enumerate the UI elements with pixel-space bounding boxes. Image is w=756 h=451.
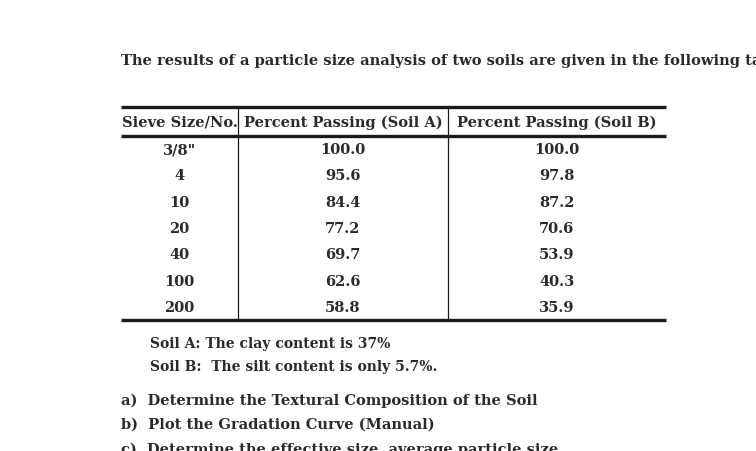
Text: 10: 10 bbox=[169, 195, 190, 209]
Text: 20: 20 bbox=[169, 221, 190, 235]
Text: 97.8: 97.8 bbox=[539, 169, 575, 183]
Text: 53.9: 53.9 bbox=[539, 248, 575, 262]
Text: 3/8": 3/8" bbox=[163, 143, 196, 157]
Text: The results of a particle size analysis of two soils are given in the following : The results of a particle size analysis … bbox=[121, 54, 756, 68]
Text: 58.8: 58.8 bbox=[325, 300, 361, 314]
Text: 62.6: 62.6 bbox=[325, 274, 361, 288]
Text: 87.2: 87.2 bbox=[539, 195, 575, 209]
Text: Soil A: The clay content is 37%: Soil A: The clay content is 37% bbox=[150, 336, 391, 350]
Text: 100: 100 bbox=[164, 274, 194, 288]
Text: 77.2: 77.2 bbox=[325, 221, 361, 235]
Text: 200: 200 bbox=[164, 300, 194, 314]
Text: Percent Passing (Soil A): Percent Passing (Soil A) bbox=[243, 115, 442, 129]
Text: 100.0: 100.0 bbox=[534, 143, 579, 157]
Text: 40.3: 40.3 bbox=[539, 274, 575, 288]
Text: Soil B:  The silt content is only 5.7%.: Soil B: The silt content is only 5.7%. bbox=[150, 359, 438, 373]
Text: 4: 4 bbox=[175, 169, 184, 183]
Text: a)  Determine the Textural Composition of the Soil: a) Determine the Textural Composition of… bbox=[121, 392, 538, 407]
Text: 70.6: 70.6 bbox=[539, 221, 575, 235]
Text: 95.6: 95.6 bbox=[325, 169, 361, 183]
Text: 84.4: 84.4 bbox=[325, 195, 361, 209]
Text: 100.0: 100.0 bbox=[321, 143, 366, 157]
Text: Percent Passing (Soil B): Percent Passing (Soil B) bbox=[457, 115, 656, 129]
Text: b)  Plot the Gradation Curve (Manual): b) Plot the Gradation Curve (Manual) bbox=[121, 417, 435, 431]
Text: 69.7: 69.7 bbox=[325, 248, 361, 262]
Text: 35.9: 35.9 bbox=[539, 300, 575, 314]
Text: c)  Determine the effective size, average particle size: c) Determine the effective size, average… bbox=[121, 441, 558, 451]
Text: 40: 40 bbox=[169, 248, 190, 262]
Text: Sieve Size/No.: Sieve Size/No. bbox=[122, 115, 237, 129]
